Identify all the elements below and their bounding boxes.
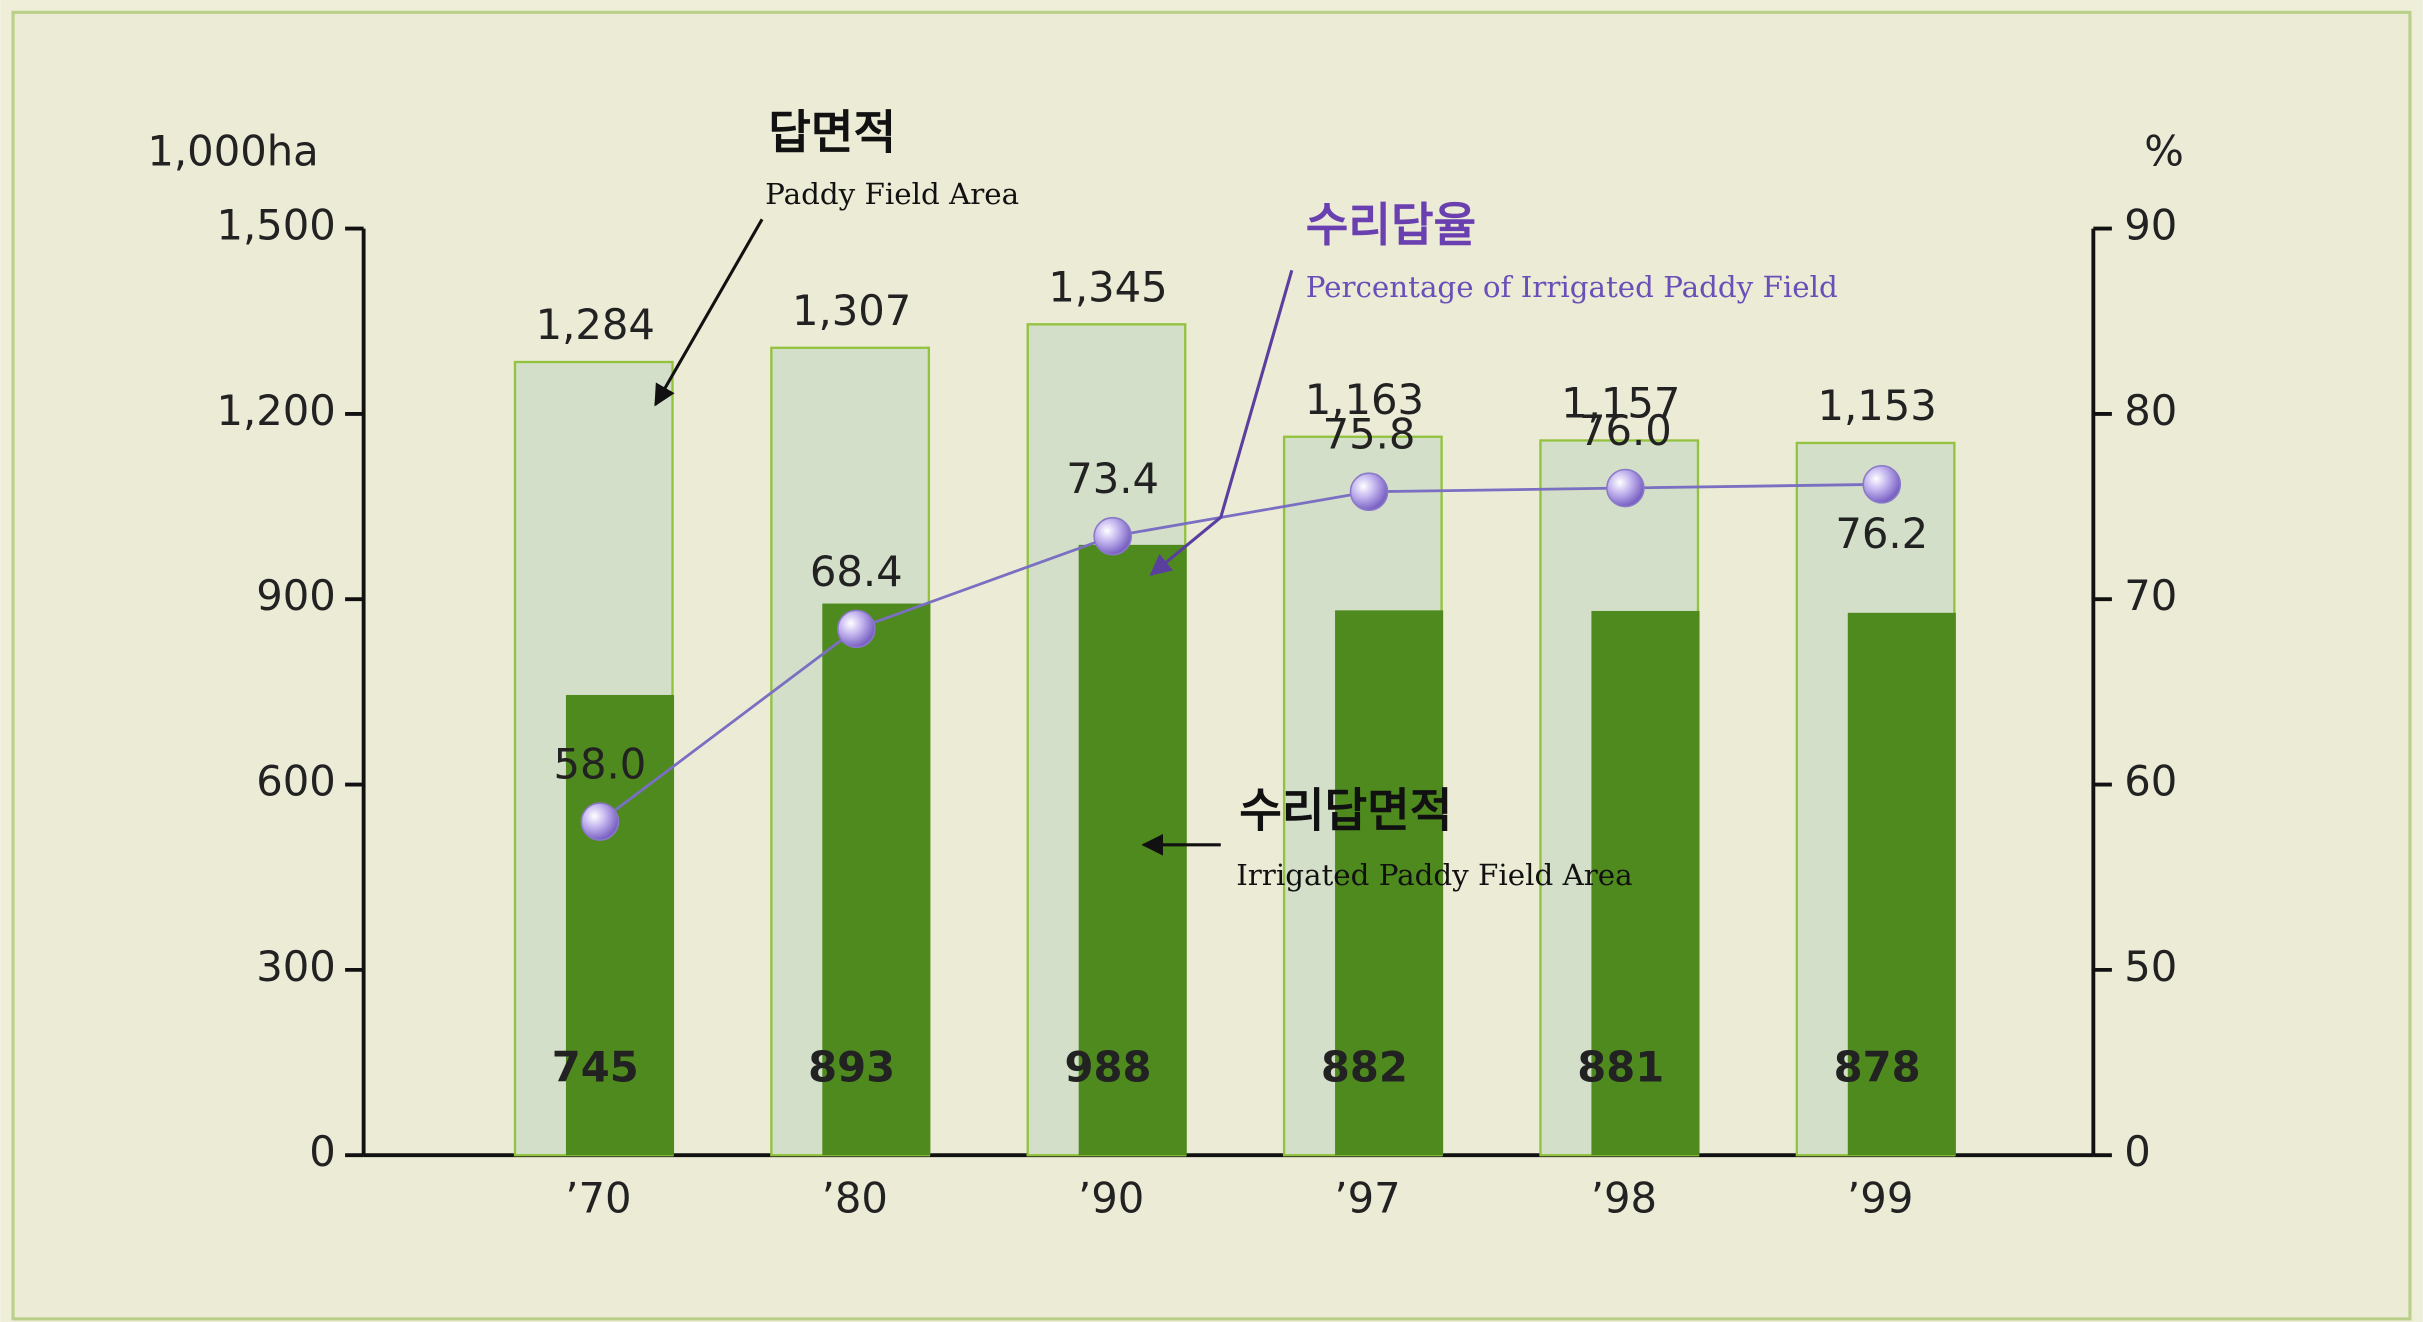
line <box>599 482 1882 823</box>
line-marker <box>1093 516 1132 556</box>
y-tick-label: 1,500 <box>216 201 335 250</box>
value-label: 745 <box>552 1042 639 1091</box>
value-label: 1,307 <box>792 286 911 335</box>
value-label: 1,284 <box>536 300 655 349</box>
bar <box>1847 612 1956 1156</box>
x-tick-label: ’70 <box>565 1174 631 1223</box>
y-tick-label: 900 <box>256 571 336 620</box>
value-label: 58.0 <box>554 740 647 789</box>
y-tick-label: 1,200 <box>216 386 335 435</box>
line-marker <box>1862 465 1902 504</box>
line-marker <box>1349 472 1389 512</box>
annotation-title: 답면적 <box>768 105 896 159</box>
line-marker <box>580 802 620 841</box>
y2-tick-label: 50 <box>2124 942 2177 991</box>
y-tick-label: 0 <box>309 1127 336 1176</box>
value-label: 76.2 <box>1835 509 1928 558</box>
value-label: 881 <box>1577 1042 1664 1091</box>
panel <box>11 10 2412 1321</box>
value-label: 76.0 <box>1579 406 1672 455</box>
value-label: 1,163 <box>1305 375 1424 424</box>
y-tick-label: 300 <box>256 942 336 991</box>
y-axis-label: 1,000ha <box>147 126 318 175</box>
x-tick-label: ’80 <box>822 1174 888 1223</box>
annotation-title: 수리답면적 <box>1239 783 1452 837</box>
bar <box>1078 544 1187 1156</box>
annotation-arrow <box>1149 269 1294 576</box>
annotation-subtitle: Irrigated Paddy Field Area <box>1236 858 1632 892</box>
value-label: 893 <box>808 1042 895 1091</box>
line-marker <box>836 609 876 649</box>
x-tick-label: ’90 <box>1078 1174 1144 1223</box>
value-label: 68.4 <box>810 547 903 596</box>
value-label: 75.8 <box>1323 410 1416 459</box>
y2-tick-label: 90 <box>2124 201 2177 250</box>
value-label: 882 <box>1321 1042 1408 1091</box>
y2-tick-label: 70 <box>2124 571 2177 620</box>
value-label: 988 <box>1065 1042 1152 1091</box>
annotation-title: 수리답율 <box>1306 198 1477 252</box>
x-tick-label: ’98 <box>1591 1174 1657 1223</box>
annotation-arrow <box>654 218 764 407</box>
bar <box>1335 610 1444 1156</box>
value-label: 1,153 <box>1817 381 1936 430</box>
value-label: 1,345 <box>1048 262 1167 311</box>
value-label: 1,157 <box>1561 378 1680 427</box>
y2-tick-label: 60 <box>2124 757 2177 806</box>
plot: 0 300 600 900 1,200 1,500 0 50 60 70 80 90 ’70 ’80 ’90… <box>216 201 2177 1223</box>
x-tick-label: ’97 <box>1334 1174 1400 1223</box>
value-label: 878 <box>1834 1042 1921 1091</box>
y2-tick-label: 80 <box>2124 386 2177 435</box>
x-tick-label: ’99 <box>1847 1174 1913 1223</box>
bar <box>1591 610 1700 1156</box>
value-label: 73.4 <box>1066 454 1159 503</box>
annotation-subtitle: Percentage of Irrigated Paddy Field <box>1306 270 1838 304</box>
bar <box>822 603 931 1156</box>
annotation-subtitle: Paddy Field Area <box>765 177 1019 211</box>
line-marker <box>1606 468 1645 508</box>
y2-tick-label: 0 <box>2124 1127 2151 1176</box>
y2-axis-label: % <box>2144 126 2184 175</box>
bar <box>565 694 675 1156</box>
y-tick-label: 600 <box>256 757 336 806</box>
